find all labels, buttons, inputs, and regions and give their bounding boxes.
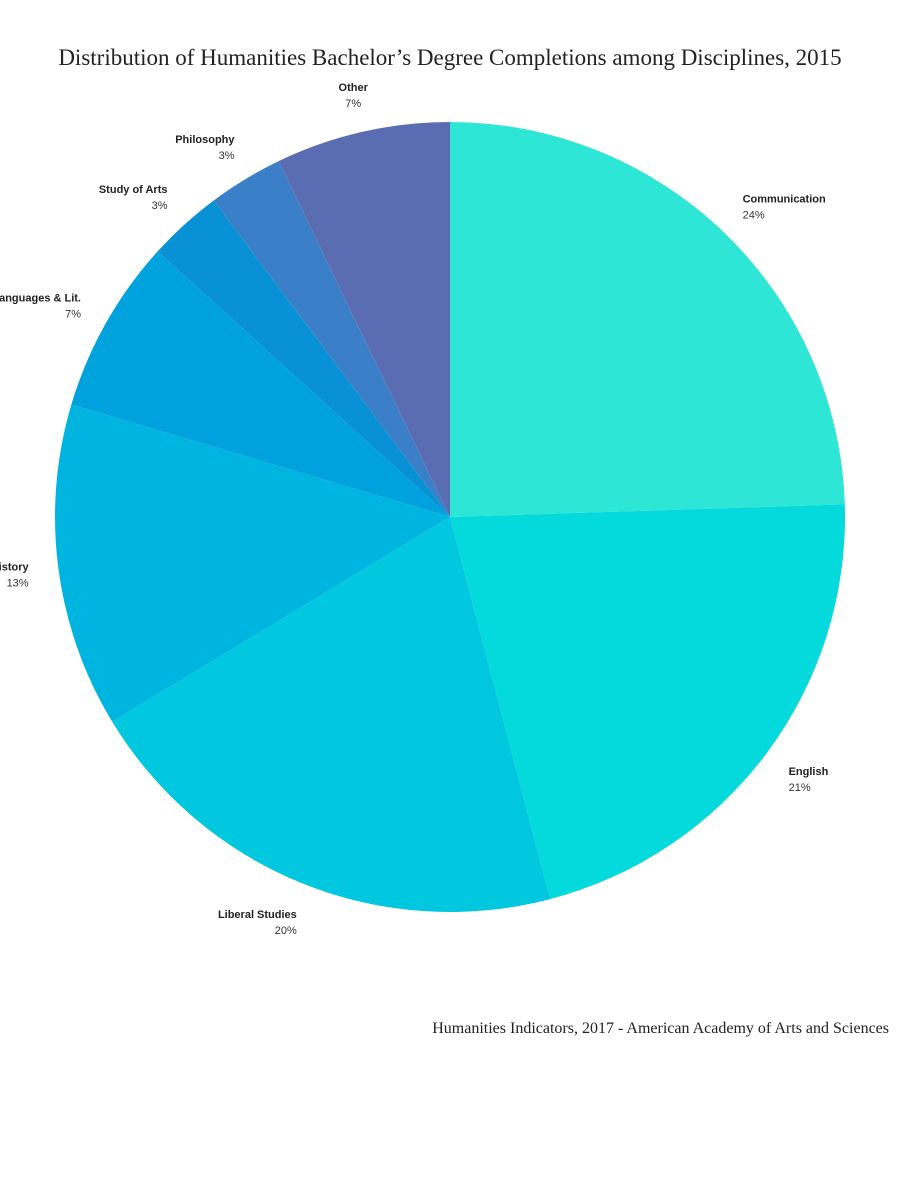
pie-slice-communication: [450, 122, 845, 517]
source-note: Humanities Indicators, 2017 - American A…: [432, 1020, 889, 1037]
slice-value-history: 13%: [7, 578, 29, 590]
slice-label-english: English: [789, 766, 829, 778]
slice-label-study-of-arts: Study of Arts: [99, 184, 168, 196]
slice-value-languages-lit: 7%: [65, 309, 81, 321]
slice-value-philosophy: 3%: [219, 150, 235, 162]
slice-label-liberal-studies: Liberal Studies: [218, 909, 297, 921]
pie-slice-history: [55, 404, 450, 722]
slice-label-history: History: [0, 562, 29, 574]
pie-slices: [55, 122, 846, 912]
pie-slice-english: [450, 504, 846, 900]
slice-label-communication: Communication: [743, 194, 826, 206]
slice-value-liberal-studies: 20%: [275, 925, 297, 937]
slice-label-philosophy: Philosophy: [175, 134, 235, 146]
slice-label-other: Other: [339, 82, 369, 94]
slice-value-english: 21%: [789, 782, 811, 794]
pie-slice-liberal-studies: [112, 517, 551, 912]
chart-title: Distribution of Humanities Bachelor’s De…: [58, 45, 842, 70]
pie-slice-study-of-arts: [157, 200, 450, 517]
slice-value-study-of-arts: 3%: [152, 200, 168, 212]
slice-label-languages-lit: Languages & Lit.: [0, 293, 81, 305]
pie-slice-other: [278, 122, 450, 517]
pie-slice-philosophy: [213, 161, 450, 517]
slice-value-other: 7%: [345, 98, 361, 110]
pie-labels: Communication 24% English 21% Liberal Studie…: [0, 82, 829, 937]
slice-value-communication: 24%: [743, 210, 765, 222]
pie-slice-languages-lit: [71, 251, 450, 517]
